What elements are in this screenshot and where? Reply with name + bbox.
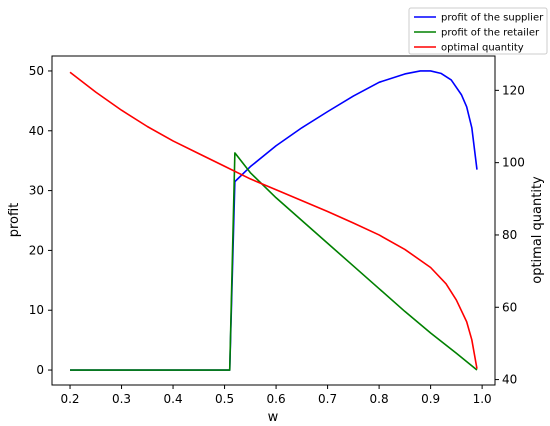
series-line-optimal-quantity bbox=[69, 71, 478, 369]
legend-box bbox=[408, 7, 548, 55]
y2-tick-label: 60 bbox=[502, 300, 517, 314]
y-axis-label: profit bbox=[7, 203, 22, 238]
y-tick-label: 10 bbox=[29, 303, 44, 317]
x-tick-label: 0.6 bbox=[267, 392, 286, 406]
y2-tick-label: 80 bbox=[502, 228, 517, 242]
x-axis-label: w bbox=[268, 410, 279, 425]
x-tick-label: 0.3 bbox=[112, 392, 131, 406]
legend-label-profit-of-the-retailer: profit of the retailer bbox=[441, 28, 540, 39]
axes-layer: 0.2 0.3 0.4 0.5 0.6 0.7 0.8 0.9 1.0 0 10 20 30 40 50 40… bbox=[29, 64, 525, 406]
y-tick-label: 50 bbox=[29, 64, 44, 78]
series-layer bbox=[69, 70, 478, 371]
y-tick-label: 30 bbox=[29, 184, 44, 198]
legend-label-optimal-quantity: optimal quantity bbox=[441, 43, 524, 54]
y-tick-label: 20 bbox=[29, 243, 44, 257]
x-tick-label: 0.9 bbox=[421, 392, 440, 406]
legend-label-profit-of-the-supplier: profit of the supplier bbox=[441, 13, 544, 24]
y2-tick-label: 40 bbox=[502, 373, 517, 387]
x-tick-label: 1.0 bbox=[473, 392, 492, 406]
y2-axis-label: optimal quantity bbox=[530, 176, 545, 284]
y-tick-label: 0 bbox=[36, 363, 44, 377]
plot-frame bbox=[51, 55, 496, 386]
x-tick-label: 0.7 bbox=[318, 392, 337, 406]
legend: profit of the supplier profit of the reta… bbox=[408, 7, 548, 55]
x-tick-label: 0.2 bbox=[60, 392, 79, 406]
x-tick-label: 0.4 bbox=[164, 392, 183, 406]
x-tick-label: 0.5 bbox=[215, 392, 234, 406]
y2-tick-label: 120 bbox=[502, 83, 525, 97]
x-tick-label: 0.8 bbox=[370, 392, 389, 406]
y-tick-label: 40 bbox=[29, 124, 44, 138]
y2-tick-label: 100 bbox=[502, 156, 525, 170]
series-line-profit-of-the-retailer bbox=[70, 152, 478, 371]
